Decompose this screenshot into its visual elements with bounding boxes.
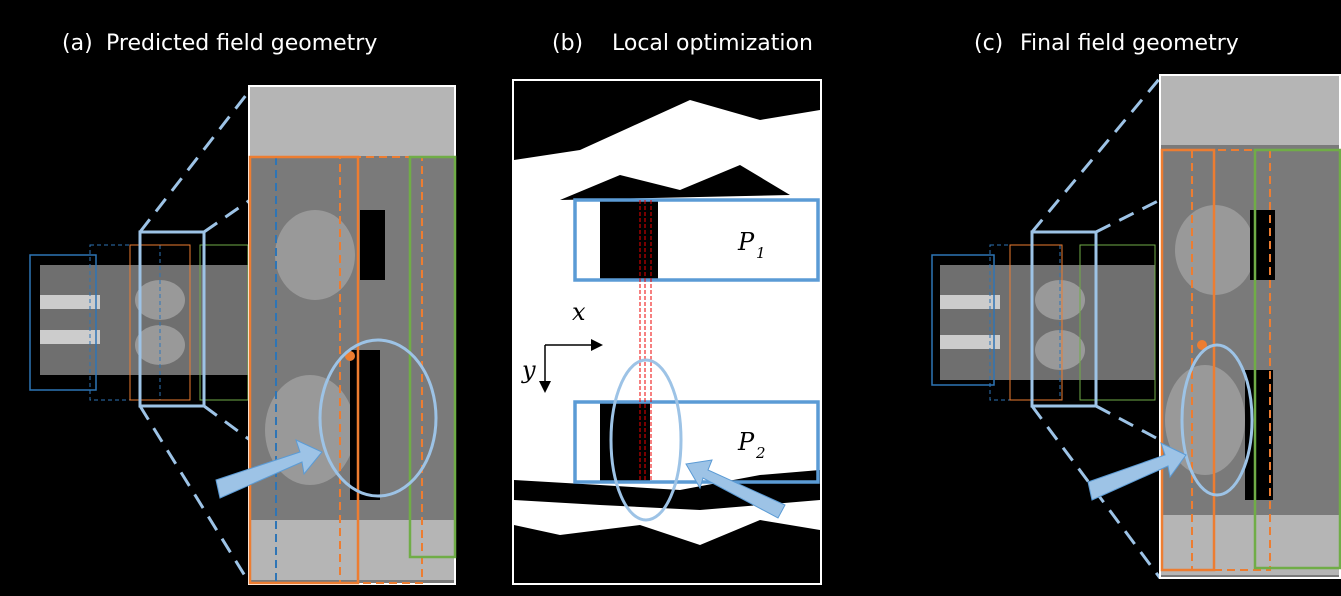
axis-label: y — [521, 356, 536, 384]
panel-label: (b) — [552, 31, 583, 56]
panel-label: (a) — [62, 31, 93, 56]
panel-label: (c) — [974, 31, 1003, 56]
panel-title: Final field geometry — [1020, 31, 1239, 56]
axis-label: x — [572, 298, 586, 326]
period-label: P — [737, 428, 755, 456]
period-subscript: 2 — [755, 444, 766, 462]
period-subscript: 1 — [756, 244, 766, 262]
figure: (a) Predicted field geometry (b) Local o… — [0, 0, 1341, 596]
panel-title: Predicted field geometry — [106, 31, 377, 56]
zoom-image — [1160, 75, 1340, 578]
zoom-image — [249, 86, 455, 584]
panel-title: Local optimization — [612, 31, 813, 56]
period-label: P — [737, 228, 755, 256]
